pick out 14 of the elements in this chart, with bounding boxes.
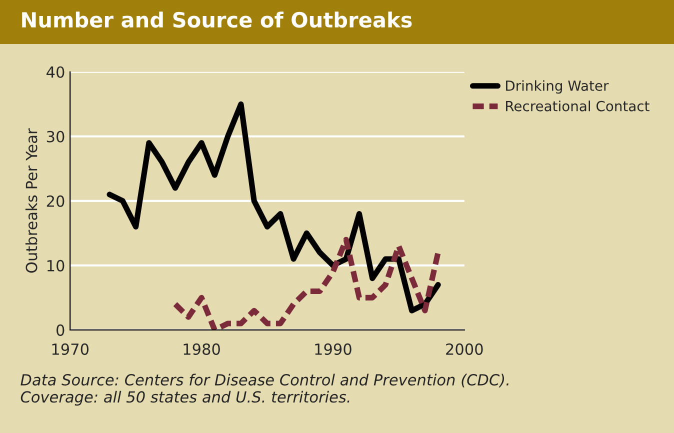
legend-label: Drinking Water: [506, 80, 609, 94]
y-tick-label: 20: [46, 195, 64, 207]
y-tick-label: 10: [47, 260, 64, 272]
y-tick-label: 0: [56, 324, 64, 336]
chart-title: Number and Source of Outbreaks: [22, 12, 412, 28]
x-tick-label: 1990: [315, 343, 352, 355]
x-tick-label: 1980: [184, 343, 220, 355]
y-tick-label: 40: [46, 66, 64, 78]
y-axis-title: Outbreaks Per Year: [25, 128, 38, 273]
x-tick-label: 2000: [446, 343, 483, 355]
legend-label: Recreational Contact: [506, 100, 650, 112]
y-tick-label: 30: [46, 130, 64, 142]
source-note: Data Source: Centers for Disease Control and Prevention (CDC). Coverage: all 50 states and U.S. territories.: [20, 374, 508, 406]
x-tick-label: 1970: [52, 343, 89, 355]
